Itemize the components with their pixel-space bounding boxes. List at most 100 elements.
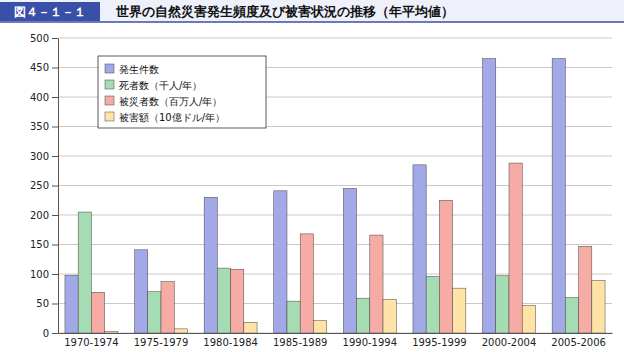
bar bbox=[565, 298, 578, 333]
y-tick: 300 bbox=[30, 151, 58, 162]
y-tick: 0 bbox=[43, 328, 58, 339]
y-tick-label: 250 bbox=[30, 180, 49, 191]
bar bbox=[217, 268, 230, 333]
bar bbox=[204, 197, 217, 333]
bar bbox=[496, 276, 509, 333]
y-axis-line bbox=[58, 39, 59, 334]
bar bbox=[91, 292, 104, 333]
y-tick-label: 0 bbox=[43, 328, 49, 339]
y-tick-mark bbox=[52, 245, 58, 246]
chart: 図４－１－１ 世界の自然災害発生頻度及び被害状況の推移（年平均値） 0 50 100 15… bbox=[0, 0, 624, 352]
y-tick: 250 bbox=[30, 180, 58, 191]
y-tick: 450 bbox=[30, 62, 58, 73]
x-axis-line bbox=[59, 333, 613, 334]
bar bbox=[552, 59, 565, 333]
figure-label-box bbox=[0, 2, 100, 21]
legend-label: 被災者数（百万人/年） bbox=[119, 96, 222, 107]
x-tick: 2000-2004 bbox=[482, 333, 537, 348]
series bbox=[91, 163, 591, 333]
legend-label: 被害額（10億ドル/年） bbox=[119, 112, 225, 123]
y-tick-label: 500 bbox=[30, 33, 49, 44]
y-tick-mark bbox=[52, 274, 58, 275]
bar bbox=[174, 329, 187, 333]
x-tick: 1975-1979 bbox=[134, 333, 189, 348]
bar bbox=[135, 250, 148, 333]
y-tick-label: 400 bbox=[30, 92, 49, 103]
bar bbox=[161, 282, 174, 333]
bar bbox=[357, 298, 370, 333]
y-tick-mark bbox=[52, 127, 58, 128]
series bbox=[65, 59, 565, 333]
y-tick-label: 200 bbox=[30, 210, 49, 221]
header: 図４－１－１ 世界の自然災害発生頻度及び被害状況の推移（年平均値） bbox=[0, 0, 624, 22]
header-band bbox=[0, 0, 624, 22]
grid-line bbox=[58, 156, 612, 157]
bar bbox=[65, 275, 78, 333]
y-tick: 200 bbox=[30, 210, 58, 221]
y-tick: 400 bbox=[30, 92, 58, 103]
y-tick-label: 50 bbox=[36, 298, 49, 309]
bar bbox=[244, 322, 257, 333]
bar bbox=[413, 165, 426, 333]
y-tick-mark bbox=[52, 68, 58, 69]
bar bbox=[343, 188, 356, 333]
grid-line bbox=[58, 38, 612, 39]
y-tick-mark bbox=[52, 38, 58, 39]
legend: 発生件数死者数（千人/年）被災者数（百万人/年）被害額（10億ドル/年） bbox=[98, 56, 266, 128]
y-tick-mark bbox=[52, 156, 58, 157]
y-tick-label: 350 bbox=[30, 121, 49, 132]
x-axis: 1970-1974 1975-1979 1980-1984 1985-1989 1990… bbox=[59, 333, 613, 348]
bar bbox=[579, 246, 592, 333]
y-tick: 350 bbox=[30, 121, 58, 132]
grid-line bbox=[58, 185, 612, 186]
figure-label: 図４－１－１ bbox=[14, 5, 86, 19]
series bbox=[105, 280, 605, 333]
grid bbox=[58, 38, 612, 333]
y-axis: 0 50 100 150 200 250 300 350 400 450 500 bbox=[30, 33, 59, 339]
bar bbox=[370, 235, 383, 333]
bar bbox=[439, 200, 452, 333]
y-tick-label: 150 bbox=[30, 239, 49, 250]
y-tick: 50 bbox=[36, 298, 58, 309]
legend-box bbox=[98, 56, 266, 128]
bar bbox=[592, 280, 605, 333]
y-tick: 100 bbox=[30, 269, 58, 280]
bar bbox=[148, 292, 161, 333]
bar bbox=[300, 234, 313, 333]
x-tick-label: 1970-1974 bbox=[64, 337, 119, 348]
bar bbox=[383, 299, 396, 333]
bar bbox=[483, 59, 496, 333]
y-tick-mark bbox=[52, 97, 58, 98]
bar bbox=[453, 288, 466, 333]
x-tick-label: 1990-1994 bbox=[343, 337, 398, 348]
y-tick: 150 bbox=[30, 239, 58, 250]
y-tick-mark bbox=[52, 333, 58, 334]
bar bbox=[426, 276, 439, 333]
x-tick-label: 1995-1999 bbox=[412, 337, 467, 348]
y-tick-mark bbox=[52, 186, 58, 187]
legend-swatch bbox=[105, 112, 114, 121]
x-tick: 1985-1989 bbox=[273, 333, 328, 348]
legend-swatch bbox=[105, 96, 114, 105]
bar bbox=[105, 331, 118, 333]
legend-swatch bbox=[105, 64, 114, 73]
legend-label: 死者数（千人/年） bbox=[119, 80, 202, 91]
y-tick-mark bbox=[52, 304, 58, 305]
bar bbox=[231, 269, 244, 333]
y-tick-label: 300 bbox=[30, 151, 49, 162]
bars bbox=[65, 59, 605, 333]
bar bbox=[313, 321, 326, 333]
bar bbox=[78, 212, 91, 333]
x-tick: 2005-2006 bbox=[551, 333, 606, 348]
title: 世界の自然災害発生頻度及び被害状況の推移（年平均値） bbox=[115, 4, 454, 19]
x-tick: 1980-1984 bbox=[203, 333, 258, 348]
x-tick: 1970-1974 bbox=[64, 333, 119, 348]
header-rule bbox=[0, 21, 624, 23]
series bbox=[78, 212, 578, 333]
x-tick-label: 1975-1979 bbox=[134, 337, 189, 348]
x-tick-label: 2000-2004 bbox=[482, 337, 537, 348]
grid-line bbox=[58, 244, 612, 245]
x-tick-label: 1980-1984 bbox=[203, 337, 258, 348]
x-tick: 1995-1999 bbox=[412, 333, 467, 348]
y-tick: 500 bbox=[30, 33, 58, 44]
